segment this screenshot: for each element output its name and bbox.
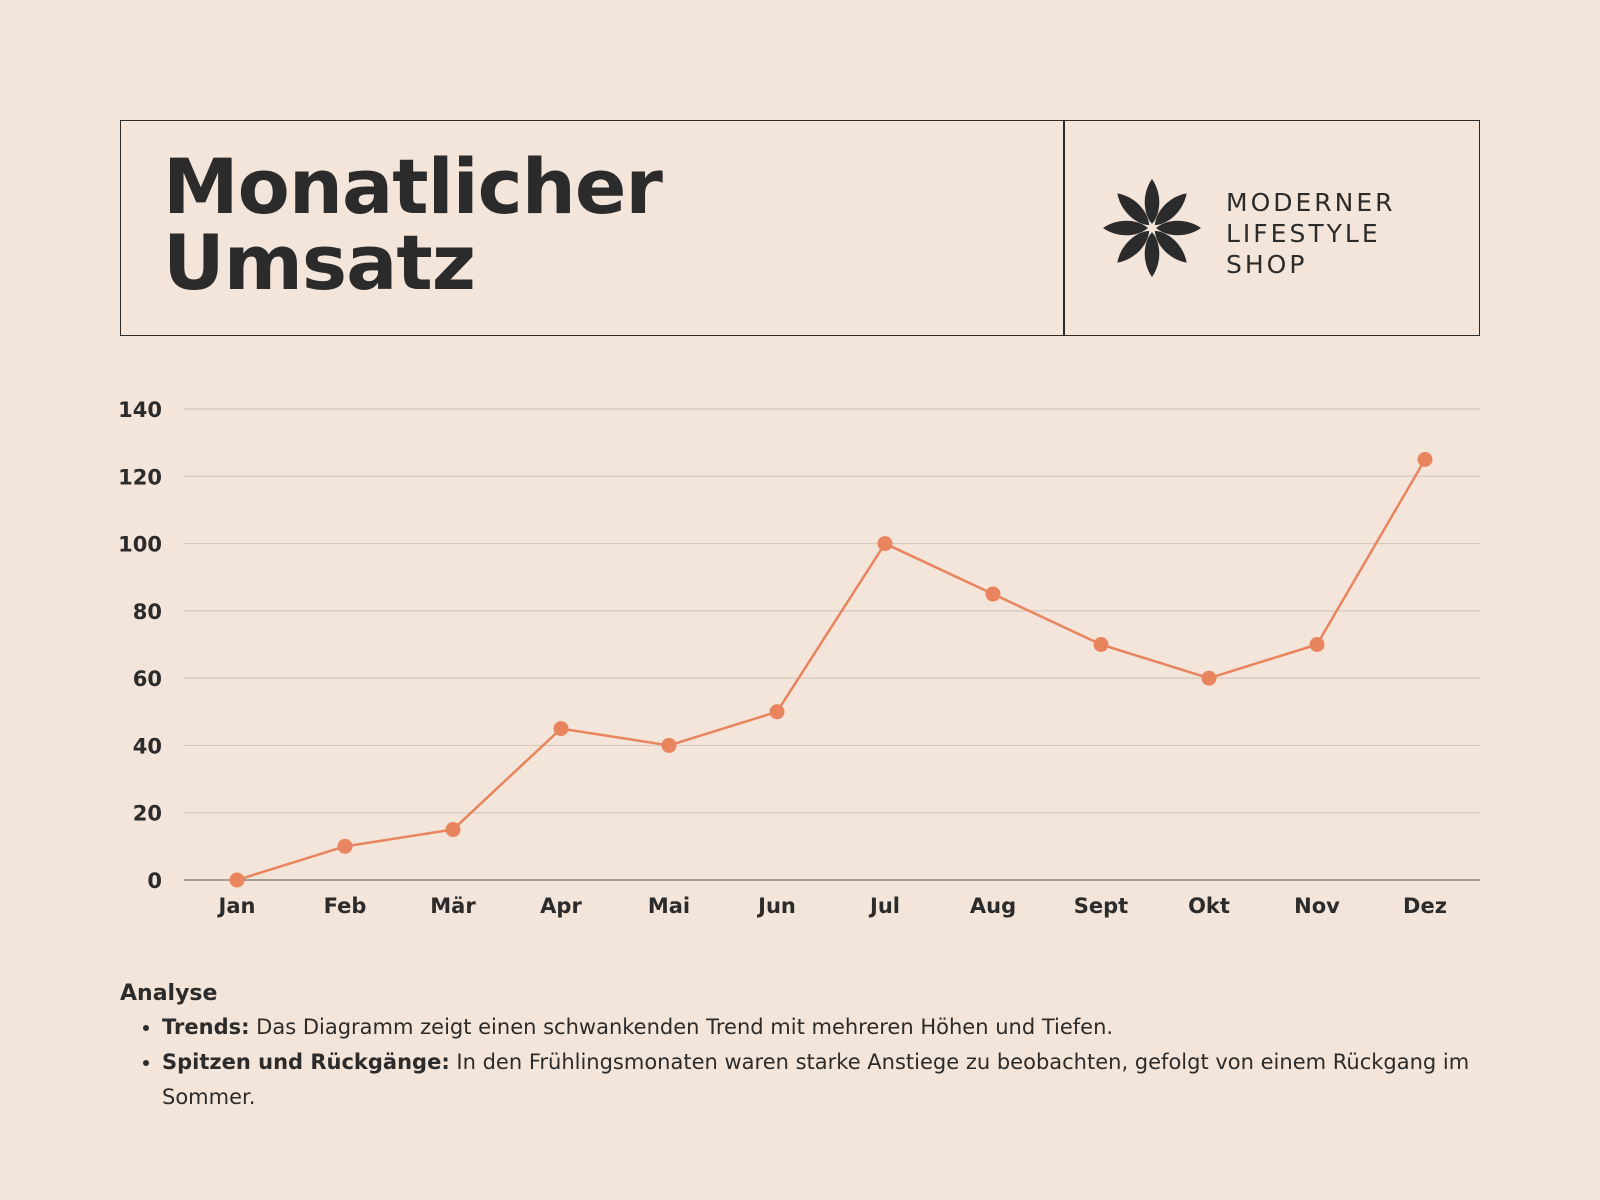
analysis-item-label: Spitzen und Rückgänge: — [162, 1050, 450, 1074]
analysis-heading: Analyse — [120, 981, 218, 1006]
x-tick-label: Dez — [1403, 894, 1447, 918]
data-point — [1201, 670, 1217, 686]
x-tick-label: Feb — [324, 894, 367, 918]
data-point — [985, 586, 1001, 602]
page-title-line-1: Monatlicher — [163, 142, 663, 231]
brand: MODERNER LIFESTYLE SHOP — [1063, 121, 1481, 335]
page-title-line-2: Umsatz — [163, 218, 476, 307]
x-tick-label: Nov — [1294, 894, 1340, 918]
chart-series — [229, 451, 1433, 888]
data-point — [1093, 637, 1109, 652]
analysis-item-label: Trends: — [162, 1015, 250, 1039]
analysis-item-peaks: Spitzen und Rückgänge: In den Frühlingsm… — [162, 1045, 1480, 1115]
series-line — [236, 458, 1427, 882]
x-tick-label: Okt — [1188, 894, 1230, 918]
brand-name-line-1: MODERNER — [1226, 188, 1396, 217]
y-tick-label: 140 — [118, 398, 162, 422]
y-tick-label: 20 — [133, 802, 162, 826]
x-tick-label: Sept — [1074, 894, 1128, 918]
analysis-item-text: Das Diagramm zeigt einen schwankenden Tr… — [249, 1015, 1114, 1039]
x-axis-ticks: Jan Feb Mär Apr Mai Jun Jul Aug Sept Okt Nov Dez — [217, 894, 1447, 918]
page-title: Monatlicher Umsatz — [163, 142, 663, 307]
x-tick-label: Jan — [217, 894, 256, 918]
brand-name-line-2: LIFESTYLE — [1226, 219, 1381, 248]
header-box: Monatlicher Umsatz MODERNER LIFESTYLE SH… — [120, 120, 1480, 336]
x-tick-label: Jul — [868, 894, 900, 918]
y-tick-label: 40 — [133, 734, 162, 758]
data-point — [337, 838, 353, 854]
brand-name: MODERNER LIFESTYLE SHOP — [1226, 187, 1396, 280]
analysis-list: Trends: Das Diagramm zeigt einen schwank… — [120, 1010, 1480, 1115]
x-tick-label: Mai — [648, 894, 690, 918]
data-point — [553, 721, 569, 737]
x-tick-label: Apr — [540, 894, 582, 918]
data-point — [229, 872, 245, 888]
y-axis-ticks: 0 20 40 60 80 100 120 140 — [118, 398, 162, 893]
chart-gridlines — [184, 408, 1480, 881]
y-tick-label: 60 — [133, 667, 162, 691]
data-point — [661, 737, 677, 753]
y-tick-label: 0 — [147, 869, 162, 893]
data-point — [1309, 637, 1325, 652]
y-tick-label: 100 — [118, 533, 162, 557]
analysis-item-text: In den Frühlingsmonaten waren starke Ans… — [162, 1050, 1470, 1109]
y-tick-label: 80 — [133, 600, 162, 624]
line-chart: 0 20 40 60 80 100 120 140 Jan Feb Mär Apr Mai Jun Jul… — [118, 398, 1480, 918]
x-tick-label: Jun — [756, 894, 796, 918]
y-tick-label: 120 — [118, 465, 162, 489]
x-tick-label: Aug — [970, 894, 1016, 918]
data-point — [877, 536, 893, 552]
analysis-item-trends: Trends: Das Diagramm zeigt einen schwank… — [162, 1010, 1480, 1045]
data-point — [445, 822, 461, 838]
data-point — [769, 704, 785, 720]
header-divider — [1063, 121, 1065, 335]
data-point — [1417, 451, 1433, 467]
brand-name-line-3: SHOP — [1226, 250, 1308, 279]
flower-icon — [1103, 179, 1201, 277]
x-tick-label: Mär — [430, 894, 476, 918]
analysis-section: Analyse Trends: Das Diagramm zeigt einen… — [120, 978, 1480, 1115]
